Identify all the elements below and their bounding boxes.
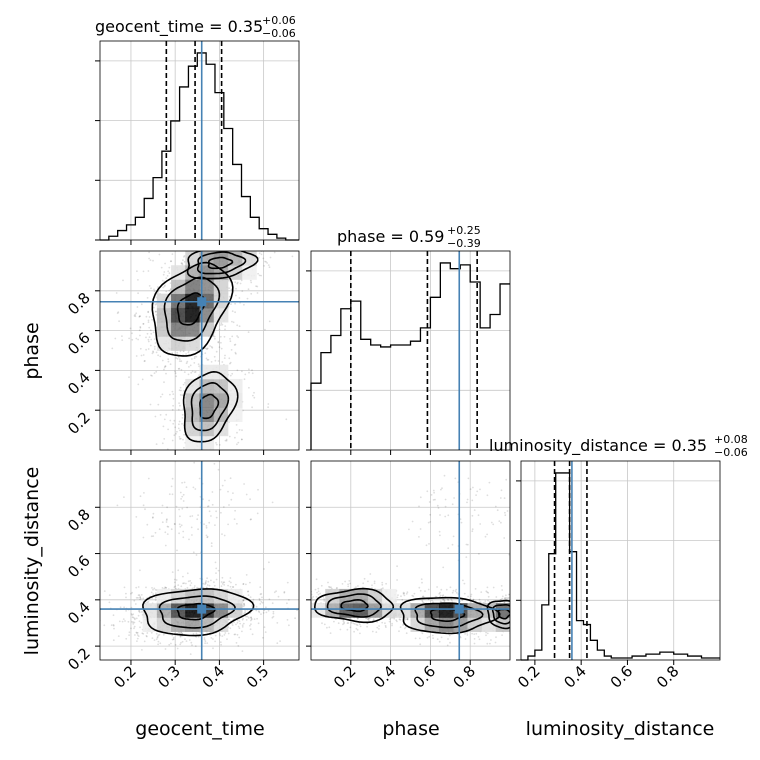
panel-marginal-luminosity-distance	[521, 461, 720, 660]
contour-line	[486, 599, 510, 630]
x-tick-label: 0.4	[370, 662, 400, 692]
contour-line	[207, 256, 234, 270]
truth-marker	[197, 297, 207, 307]
title-geocent-time-minus: −0.06	[262, 27, 296, 40]
title-geocent-time: geocent_time = 0.35	[95, 17, 263, 37]
xlabel-phase: phase	[382, 718, 439, 740]
x-tick-label: 0.5	[243, 662, 273, 692]
truth-marker	[197, 604, 207, 614]
title-geocent-time-plus: +0.06	[262, 14, 296, 27]
histogram-luminosity-distance	[521, 472, 720, 661]
x-tick-label: 0.2	[330, 662, 360, 692]
title-luminosity-distance-plus: +0.08	[714, 433, 748, 446]
contour-line	[176, 292, 206, 326]
x-tick-label: 0.4	[560, 662, 590, 692]
xlabel-geocent-time: geocent_time	[135, 718, 264, 740]
truth-marker	[454, 604, 464, 614]
contour-line	[399, 596, 501, 635]
contour-line	[196, 251, 247, 275]
contour-line	[186, 251, 259, 280]
y-tick-label: 0.6	[64, 552, 94, 582]
contour-line	[199, 393, 220, 420]
panel-marginal-phase	[311, 251, 510, 450]
x-tick-label: 0.8	[653, 662, 683, 692]
ylabel-luminosity-distance: luminosity_distance	[21, 467, 43, 656]
contour-line	[326, 593, 382, 618]
contour-line	[176, 602, 216, 621]
title-phase-minus: −0.39	[447, 237, 481, 250]
contour-line	[340, 598, 369, 613]
title-phase: phase = 0.59	[337, 227, 444, 246]
contour-line	[158, 595, 236, 629]
histogram-geocent-time	[100, 52, 299, 241]
title-luminosity-distance-minus: −0.06	[714, 446, 748, 459]
y-tick-label: 0.4	[64, 369, 94, 399]
contour-line	[163, 276, 221, 342]
density-geocent-time-luminosity-distance	[100, 461, 298, 655]
y-tick-label: 0.8	[64, 289, 94, 319]
x-tick-label: 0.4	[199, 662, 229, 692]
contour-line	[151, 261, 234, 357]
y-tick-label: 0.6	[64, 329, 94, 359]
contour-line	[142, 588, 255, 637]
y-tick-label: 0.8	[64, 505, 94, 535]
y-tick-label: 0.4	[64, 598, 94, 628]
x-tick-label: 0.6	[607, 662, 637, 692]
title-phase-plus: +0.25	[447, 224, 481, 237]
contour-line	[190, 381, 230, 432]
y-tick-label: 0.2	[64, 408, 94, 438]
x-tick-label: 0.2	[514, 662, 544, 692]
x-tick-label: 0.3	[154, 662, 184, 692]
x-tick-label: 0.8	[449, 662, 479, 692]
x-tick-label: 0.6	[410, 662, 440, 692]
x-tick-label: 0.2	[110, 662, 140, 692]
contour-line	[182, 370, 239, 443]
ylabel-phase: phase	[21, 322, 43, 379]
xlabel-luminosity-distance: luminosity_distance	[526, 718, 715, 740]
panel-marginal-geocent-time	[100, 41, 299, 240]
density-geocent-time-phase	[111, 251, 299, 450]
title-luminosity-distance: luminosity_distance = 0.35	[489, 436, 707, 456]
histogram-phase	[310, 262, 510, 450]
contour-line	[429, 608, 466, 623]
y-tick-label: 0.2	[64, 644, 94, 674]
contour-line	[313, 587, 395, 624]
